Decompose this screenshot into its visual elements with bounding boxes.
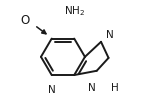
Text: N: N xyxy=(106,30,114,40)
Text: H: H xyxy=(111,83,118,93)
Text: N: N xyxy=(48,85,56,95)
Text: NH$_2$: NH$_2$ xyxy=(64,4,85,18)
Text: N: N xyxy=(88,83,96,93)
Text: O: O xyxy=(20,14,30,27)
